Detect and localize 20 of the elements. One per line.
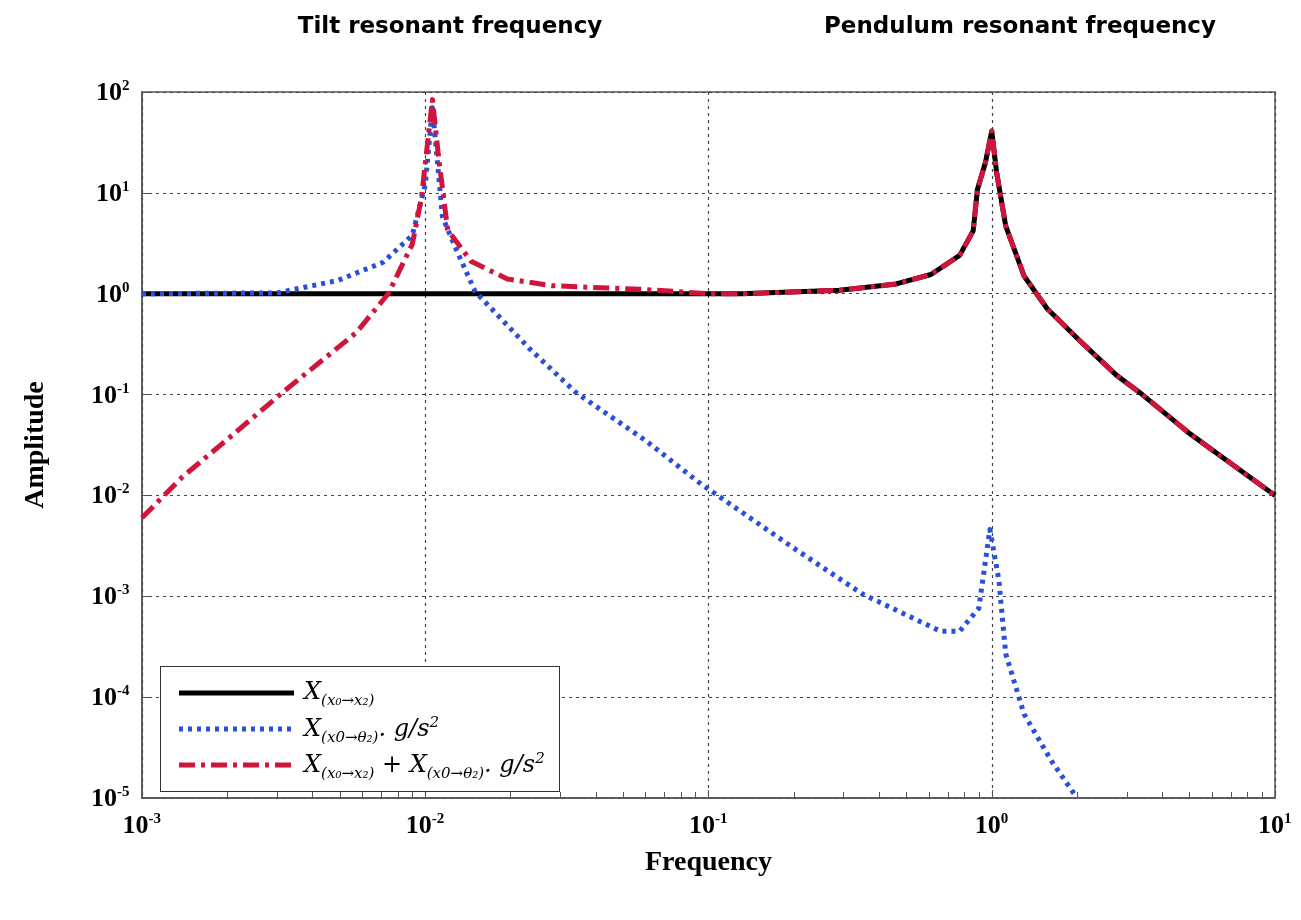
legend-label: X$_{(x₀→x₂)}$ + X$_{(x0→θ₂)}$. g/s$^{2}$: [304, 748, 545, 782]
y-tick-label: 10$^{2}$: [96, 77, 130, 106]
y-tick-label: 10$^{-1}$: [91, 379, 130, 409]
legend-label: X$_{(x₀→x₂)}$: [304, 677, 375, 709]
y-axis-title: Amplitude: [17, 381, 49, 509]
legend-label: X$_{(x0→θ₂)}$. g/s$^{2}$: [304, 712, 439, 746]
x-tick-label: 10$^{1}$: [1258, 810, 1292, 839]
y-tick-label: 10$^{-4}$: [91, 682, 130, 712]
y-tick-label: 10$^{-5}$: [91, 783, 130, 812]
x-tick-label: 10$^{0}$: [974, 810, 1009, 839]
x-axis-title: Frequency: [644, 844, 773, 876]
text: Pendulum resonant frequency: [824, 12, 1216, 38]
y-tick-label: 10$^{-3}$: [91, 581, 130, 611]
y-tick-label: 10$^{0}$: [96, 278, 130, 308]
x-tick-label: 10$^{-2}$: [405, 810, 445, 839]
x-tick-label: 10$^{-3}$: [122, 810, 161, 839]
y-tick-label: 10$^{-2}$: [91, 480, 130, 510]
x-tick-label: 10$^{-1}$: [689, 810, 728, 839]
text: Tilt resonant frequency: [297, 12, 603, 38]
y-tick-label: 10$^{1}$: [96, 177, 130, 207]
